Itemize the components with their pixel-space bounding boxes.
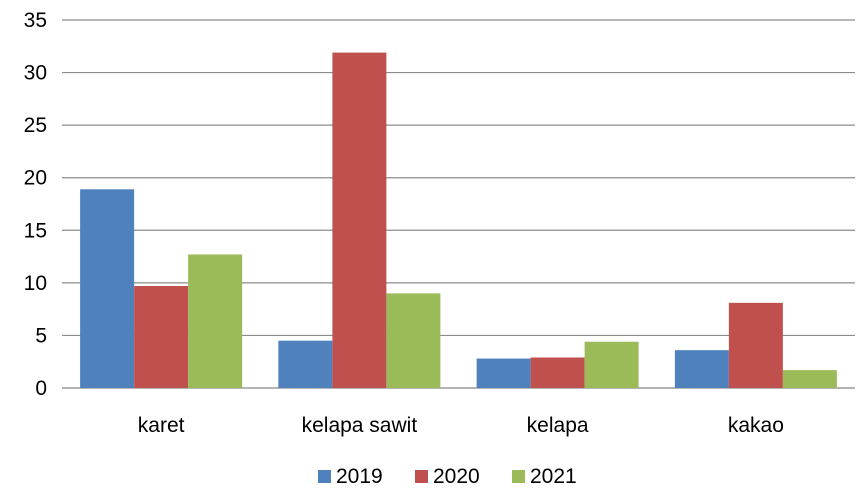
bars (80, 52, 837, 388)
bar-2019-kakao (674, 350, 729, 388)
legend: 2019 2020 2021 (318, 465, 577, 488)
y-tick-label: 25 (24, 114, 47, 137)
y-tick-label: 35 (24, 9, 47, 32)
bar-2021-kakao (782, 370, 837, 388)
legend-label-2021: 2021 (530, 465, 577, 488)
bar-2021-kelapa (584, 341, 639, 388)
bar-2019-karet (80, 189, 135, 388)
bar-2020-kelapa (530, 357, 585, 388)
x-category-label: karet (138, 414, 185, 437)
legend-swatch-2019 (318, 470, 331, 483)
bar-2020-kelapa-sawit (332, 52, 387, 388)
y-tick-label: 5 (35, 324, 47, 347)
y-axis-tick-labels: 0 5 10 15 20 25 30 35 (24, 9, 47, 400)
y-tick-label: 10 (24, 272, 47, 295)
bar-2019-kelapa-sawit (278, 340, 333, 388)
bar-2020-karet (134, 286, 189, 388)
x-axis-category-labels: karet kelapa sawit kelapa kakao (138, 414, 784, 437)
bar-2021-kelapa-sawit (386, 293, 441, 388)
bar-2021-karet (188, 254, 243, 388)
y-tick-label: 0 (35, 377, 47, 400)
y-tick-label: 20 (24, 167, 47, 190)
y-tick-label: 30 (24, 62, 47, 85)
legend-swatch-2020 (415, 470, 428, 483)
x-category-label: kelapa sawit (302, 414, 418, 437)
y-tick-label: 15 (24, 219, 47, 242)
legend-label-2020: 2020 (433, 465, 480, 488)
x-category-label: kakao (728, 414, 784, 437)
bar-2019-kelapa (476, 358, 531, 388)
legend-swatch-2021 (512, 470, 525, 483)
bar-2020-kakao (728, 302, 783, 388)
legend-label-2019: 2019 (336, 465, 383, 488)
x-category-label: kelapa (527, 414, 589, 437)
